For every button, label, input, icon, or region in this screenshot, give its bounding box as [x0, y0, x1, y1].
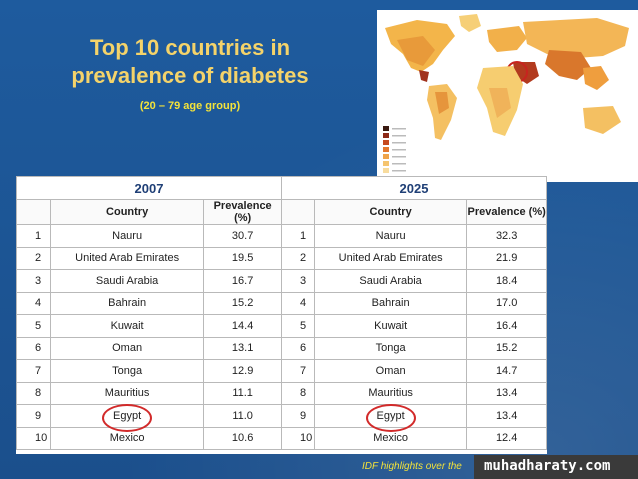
table-row: 6 Oman 13.1 6 Tonga 15.2: [16, 336, 547, 360]
country-2025: Oman: [313, 359, 468, 383]
prevalence-header-2007: Prevalence (%): [203, 199, 282, 225]
prevalence-2025: 16.4: [466, 314, 547, 338]
country-2025: Tonga: [313, 336, 468, 360]
country-2007: Bahrain: [49, 291, 205, 315]
rank-header-2007: [16, 199, 51, 225]
country-2007: Mauritius: [49, 381, 205, 405]
title-line-2: prevalence of diabetes: [71, 63, 309, 88]
footer-source: IDF highlights over the: [362, 461, 462, 472]
rank-2025: 7: [280, 359, 315, 383]
table-row: 1 Nauru 30.7 1 Nauru 32.3: [16, 224, 547, 248]
country-2007: Tonga: [49, 359, 205, 383]
country-2007: Kuwait: [49, 314, 205, 338]
prevalence-2007: 14.4: [203, 314, 282, 338]
prevalence-2025: 15.2: [466, 336, 547, 360]
prevalence-2025: 18.4: [466, 269, 547, 293]
slide-title: Top 10 countries in prevalence of diabet…: [40, 34, 340, 90]
table-row: 2 United Arab Emirates 19.5 2 United Ara…: [16, 246, 547, 270]
rank-2025: 8: [280, 381, 315, 405]
rank-2025: 9: [280, 404, 315, 428]
country-2025: Bahrain: [313, 291, 468, 315]
rank-2025: 2: [280, 246, 315, 270]
country-header-2025: Country: [313, 199, 468, 225]
prevalence-2025: 17.0: [466, 291, 547, 315]
map-legend: [383, 126, 406, 173]
rank-2025: 1: [280, 224, 315, 248]
prevalence-2007: 16.7: [203, 269, 282, 293]
prevalence-table-container: 2007 2025 Country Prevalence (%) Country…: [16, 176, 548, 454]
rank-2025: 10: [280, 426, 315, 450]
country-2025: Nauru: [313, 224, 468, 248]
table-row: 4 Bahrain 15.2 4 Bahrain 17.0: [16, 291, 547, 315]
prevalence-2025: 13.4: [466, 404, 547, 428]
year-2025-header: 2025: [280, 176, 548, 200]
prevalence-2007: 19.5: [203, 246, 282, 270]
world-map-graphic: [377, 10, 638, 182]
prevalence-2007: 30.7: [203, 224, 282, 248]
egypt-highlight-ring-2007: [102, 404, 152, 432]
prevalence-2007: 11.0: [203, 404, 282, 428]
table-year-row: 2007 2025: [16, 176, 548, 200]
rank-2007: 1: [16, 224, 51, 248]
rank-header-2025: [280, 199, 315, 225]
table-row: 9 Egypt 11.0 9 Egypt 13.4: [16, 404, 547, 428]
table-row: 3 Saudi Arabia 16.7 3 Saudi Arabia 18.4: [16, 269, 547, 293]
country-2007: Saudi Arabia: [49, 269, 205, 293]
rank-2007: 3: [16, 269, 51, 293]
table-row: 10 Mexico 10.6 10 Mexico 12.4: [16, 426, 547, 450]
prevalence-header-2025: Prevalence (%): [466, 199, 547, 225]
table-row: 5 Kuwait 14.4 5 Kuwait 16.4: [16, 314, 547, 338]
prevalence-2025: 13.4: [466, 381, 547, 405]
country-2025: Kuwait: [313, 314, 468, 338]
prevalence-2007: 12.9: [203, 359, 282, 383]
rank-2007: 8: [16, 381, 51, 405]
rank-2007: 10: [16, 426, 51, 450]
table-row: 7 Tonga 12.9 7 Oman 14.7: [16, 359, 547, 383]
rank-2007: 5: [16, 314, 51, 338]
table-row: 8 Mauritius 11.1 8 Mauritius 13.4: [16, 381, 547, 405]
country-2007: United Arab Emirates: [49, 246, 205, 270]
prevalence-2025: 12.4: [466, 426, 547, 450]
country-header-2007: Country: [49, 199, 205, 225]
prevalence-2025: 14.7: [466, 359, 547, 383]
country-2007: Nauru: [49, 224, 205, 248]
country-2025: Saudi Arabia: [313, 269, 468, 293]
year-2007-header: 2007: [16, 176, 282, 200]
prevalence-2007: 11.1: [203, 381, 282, 405]
world-diabetes-map: [377, 10, 638, 182]
table-column-header-row: Country Prevalence (%) Country Prevalenc…: [16, 199, 547, 225]
prevalence-2025: 32.3: [466, 224, 547, 248]
prevalence-2007: 15.2: [203, 291, 282, 315]
rank-2007: 2: [16, 246, 51, 270]
prevalence-2007: 13.1: [203, 336, 282, 360]
prevalence-2007: 10.6: [203, 426, 282, 450]
prevalence-2025: 21.9: [466, 246, 547, 270]
rank-2007: 9: [16, 404, 51, 428]
rank-2007: 4: [16, 291, 51, 315]
country-2025: Mauritius: [313, 381, 468, 405]
watermark-text: muhadharaty.com: [484, 458, 611, 474]
rank-2007: 6: [16, 336, 51, 360]
watermark-badge: muhadharaty.com: [474, 455, 638, 479]
rank-2025: 5: [280, 314, 315, 338]
slide-subtitle: (20 – 79 age group): [139, 100, 241, 112]
title-line-1: Top 10 countries in: [89, 35, 291, 60]
country-2007: Oman: [49, 336, 205, 360]
rank-2025: 6: [280, 336, 315, 360]
egypt-highlight-ring-2025: [366, 404, 416, 432]
rank-2025: 3: [280, 269, 315, 293]
country-2025: United Arab Emirates: [313, 246, 468, 270]
rank-2007: 7: [16, 359, 51, 383]
prevalence-table: 2007 2025 Country Prevalence (%) Country…: [16, 176, 548, 450]
rank-2025: 4: [280, 291, 315, 315]
